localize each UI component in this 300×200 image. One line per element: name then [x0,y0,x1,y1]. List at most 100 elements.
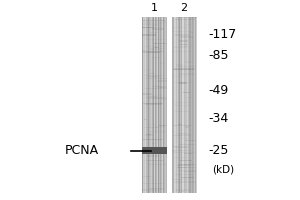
Bar [148,124,156,125]
Bar [159,17,160,193]
Bar [179,82,188,84]
Bar [142,17,167,193]
Bar [176,64,183,66]
Bar [142,46,164,47]
Bar [173,135,191,136]
Bar [165,17,166,193]
Bar [173,68,194,70]
Bar [149,17,150,193]
Bar [173,17,174,193]
Bar [142,27,162,28]
Bar [145,134,153,136]
Bar [185,126,189,128]
Bar [178,138,188,139]
Text: -49: -49 [208,84,228,97]
Bar [157,80,166,82]
Bar [178,164,195,165]
Bar [142,27,154,28]
Bar [155,17,156,193]
Bar [174,17,175,193]
Bar [184,92,189,93]
Bar [149,48,165,49]
Text: (kD): (kD) [212,165,235,175]
Bar [142,24,159,25]
Bar [142,139,163,140]
Bar [186,17,187,193]
Bar [175,46,188,47]
Bar [172,146,189,147]
Bar [150,49,162,50]
Bar [174,157,190,158]
Bar [182,36,193,38]
Text: 2: 2 [181,3,188,13]
Bar [143,20,165,21]
Bar [173,125,192,126]
Bar [175,174,191,175]
Bar [166,17,167,193]
Bar [142,189,163,190]
Bar [149,73,154,74]
Bar [180,44,188,45]
Bar [177,167,190,168]
Bar [186,74,194,75]
Bar [142,17,143,193]
Bar [154,98,163,99]
Bar [172,17,197,193]
Bar [147,17,148,193]
Bar [146,151,158,152]
Bar [178,170,196,171]
Bar [183,61,194,62]
Bar [146,127,158,128]
Bar [185,24,193,25]
Bar [179,73,194,75]
Bar [186,62,190,63]
Bar [172,17,173,193]
Text: -117: -117 [208,28,236,41]
Bar [143,23,164,24]
Bar [185,17,186,193]
Bar [184,153,192,154]
Bar [146,188,155,189]
Bar [148,98,167,99]
Bar [174,82,194,83]
Bar [159,125,166,126]
Text: 1: 1 [151,3,158,13]
Bar [146,39,166,40]
Bar [145,160,163,161]
Bar [175,27,187,28]
Bar [146,78,167,79]
Bar [152,28,164,30]
Bar [176,174,194,175]
Bar [148,190,160,192]
Bar [181,191,184,192]
Bar [148,164,166,165]
Bar [174,69,194,70]
Bar [146,17,147,193]
Bar [172,151,176,152]
Bar [175,147,188,148]
Bar [160,87,165,88]
Bar [175,111,189,112]
Bar [143,190,160,191]
Bar [142,50,146,51]
Bar [180,17,181,193]
Bar [189,17,190,193]
Bar [183,17,184,193]
Bar [175,19,195,20]
Bar [196,17,197,193]
Bar [144,119,147,120]
Bar [179,40,188,42]
Bar [151,57,160,58]
Bar [154,17,155,193]
Bar [150,77,164,78]
Bar [150,32,157,33]
Bar [154,95,163,97]
Bar [178,167,196,168]
Bar [157,86,167,88]
Bar [173,31,192,32]
Bar [150,188,164,189]
Bar [160,17,161,193]
Bar [160,17,161,193]
Bar [194,17,195,193]
Bar [173,102,189,103]
